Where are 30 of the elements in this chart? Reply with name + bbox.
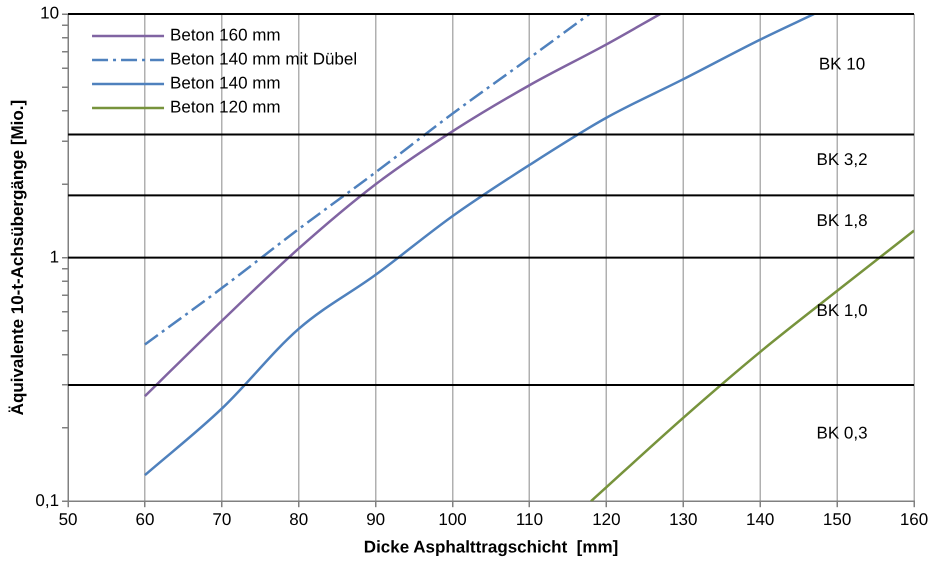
legend-label: Beton 120 mm [170,98,281,117]
legend-label: Beton 140 mm [170,74,281,93]
x-tick-label: 140 [746,510,774,530]
annotation: BK 1,8 [816,211,868,230]
x-tick-label: 120 [592,510,621,530]
legend-label: Beton 160 mm [170,26,281,45]
y-axis-title: Äquivalente 10-t-Achsübergänge [Mio.] [8,100,27,416]
y-tick-label: 1 [50,247,60,266]
y-tick-label: 0,1 [35,490,60,510]
annotation: BK 0,3 [816,423,868,442]
x-tick-label: 150 [822,510,852,530]
y-tick-label: 10 [40,4,60,23]
line-series [144,14,591,346]
x-tick-label: 60 [135,510,154,530]
x-tick-label: 130 [669,510,698,530]
x-tick-label: 70 [212,510,232,530]
x-tick-label: 110 [516,510,544,530]
line-series [144,14,662,398]
annotation: BK 3,2 [816,150,868,169]
x-tick-label: 80 [289,510,308,530]
x-tick-label: 50 [58,510,78,530]
x-tick-label: 160 [900,510,928,530]
legend-label: Beton 140 mm mit Dübel [170,50,358,69]
line-series [590,229,914,502]
annotation: BK 10 [818,54,866,74]
x-axis-title: Dicke Asphalttragschicht [mm] [364,537,618,556]
annotation: BK 1,0 [816,300,868,320]
x-tick-label: 100 [438,510,467,530]
line-series [144,14,816,476]
x-tick-label: 90 [366,510,386,530]
